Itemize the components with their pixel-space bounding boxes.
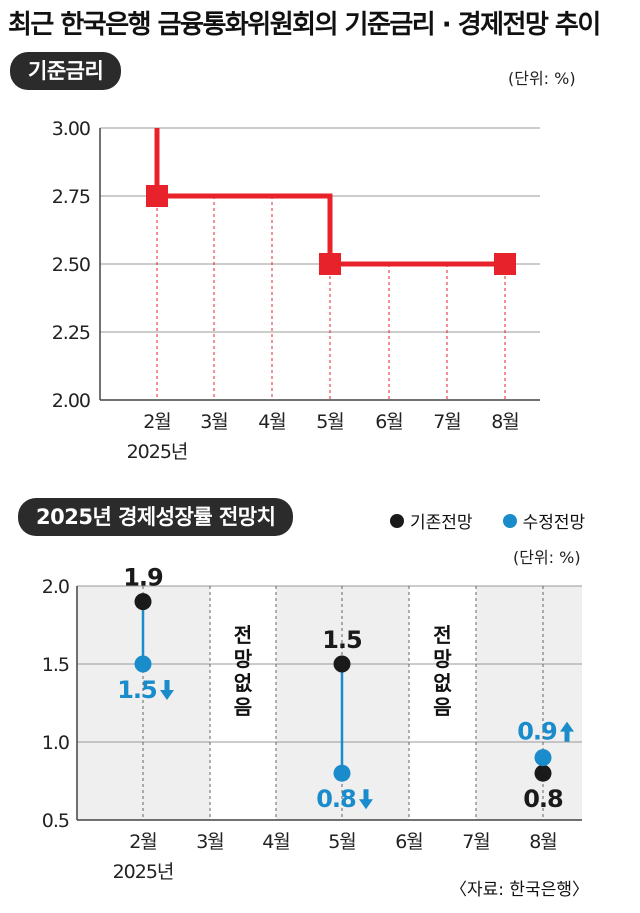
arrow-shape [560,721,574,742]
revised-point [333,764,351,782]
existing-point [134,593,152,611]
year-label: 2025년 [127,441,188,463]
rate-section-label: 기준금리 [10,52,122,90]
y-tick-label: 2.00 [52,390,90,412]
no-forecast-char: 망 [433,647,452,671]
y-tick-label: 1.5 [42,654,69,676]
legend-existing-label: 기존전망 [410,513,473,533]
existing-value-label: 1.9 [123,564,163,592]
y-tick-label: 2.50 [52,254,90,276]
x-tick-label: 8월 [491,411,519,433]
black-dot-icon [390,513,404,528]
x-tick-label: 5월 [328,831,356,853]
x-tick-label: 7월 [433,411,461,433]
x-tick-label: 3월 [196,831,224,853]
rate-marker [146,185,168,207]
x-tick-label: 6월 [395,831,423,853]
revised-value-label: 1.5 [117,676,157,704]
no-forecast-char: 망 [234,647,253,671]
x-tick-label: 4월 [258,411,286,433]
legend-revised-label: 수정전망 [522,513,586,533]
down-arrow-icon [359,789,373,810]
y-tick-label: 0.5 [42,810,69,832]
no-forecast-char: 전 [234,623,252,647]
year-label: 2025년 [113,861,174,883]
page-title: 최근 한국은행 금융통화위원회의 기준금리 · 경제전망 추이 [8,10,601,40]
no-forecast-char: 전 [433,623,451,647]
existing-value-label: 0.8 [523,785,563,813]
revised-value-label: 0.9 [517,718,557,746]
blue-dot-icon [502,513,517,528]
x-tick-label: 2월 [129,831,157,853]
arrow-shape [359,789,373,810]
growth-unit-label: (단위: %) [513,548,581,567]
y-tick-label: 3.00 [52,118,90,140]
up-arrow-icon [560,721,574,742]
x-tick-label: 5월 [316,411,344,433]
arrow-shape [160,680,174,700]
y-tick-label: 2.0 [42,576,69,598]
no-forecast-char: 음 [234,695,252,719]
x-tick-label: 8월 [529,831,557,853]
rate-chart: 3.00 2.75 2.50 2.25 2.00 2월 3월 4월 5월 6월 7월 8월 2025년 [52,118,540,463]
no-forecast-char: 없 [234,671,253,695]
revised-point [134,655,152,673]
y-tick-label: 1.0 [42,732,69,754]
rate-step-line [154,128,505,267]
shaded-band [476,586,582,820]
legend: 기존전망 수정전망 [390,508,585,533]
rate-marker [319,253,341,275]
revised-value-label: 0.8 [316,785,356,813]
x-tick-label: 3월 [200,411,228,433]
no-forecast-char: 없 [433,671,452,695]
no-forecast-char: 음 [433,695,451,719]
x-tick-label: 4월 [262,831,290,853]
source-note: 〈자료: 한국은행〉 [450,880,589,900]
existing-value-label: 1.5 [322,626,362,654]
rate-unit-label: (단위: %) [508,69,576,88]
growth-section-label: 2025년 경제성장률 전망치 [18,498,294,536]
rate-marker [494,253,516,275]
x-tick-label: 6월 [375,411,403,433]
existing-point [333,655,351,673]
y-tick-label: 2.75 [52,186,90,208]
revised-point [534,749,552,767]
down-arrow-icon [160,680,174,700]
x-tick-label: 7월 [462,831,490,853]
y-tick-label: 2.25 [52,322,90,344]
existing-point [534,764,552,782]
x-tick-label: 2월 [143,411,171,433]
